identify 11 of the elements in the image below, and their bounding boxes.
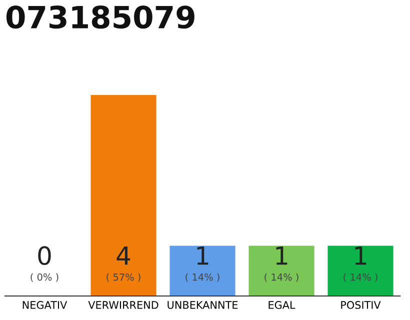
x-tick-label: NEGATIV xyxy=(22,301,68,309)
chart-title: 073185079 xyxy=(6,6,194,29)
data-label: 4 ( 57% ) xyxy=(106,246,140,282)
x-tick-label: EGAL xyxy=(268,301,296,309)
data-label: 0 ( 0% ) xyxy=(30,246,58,282)
x-tick-label: POSITIV xyxy=(341,301,381,309)
data-label: 1 ( 14% ) xyxy=(344,246,378,282)
x-tick-label: VERWIRREND xyxy=(88,301,158,309)
x-tick-label: UNBEKANNTE xyxy=(168,301,238,309)
data-label: 1 ( 14% ) xyxy=(264,246,298,282)
data-label: 1 ( 14% ) xyxy=(186,246,220,282)
